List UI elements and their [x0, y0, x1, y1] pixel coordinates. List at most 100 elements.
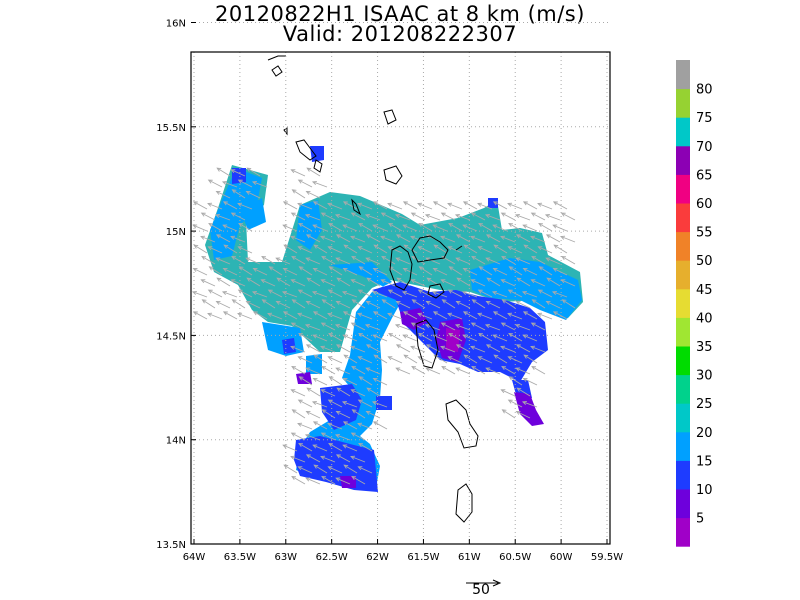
wind-vector: [222, 311, 238, 320]
longitude-tick-labels: 64W 63.5W 63W 62.5W 62W 61.5W 61W 60.5W 60W 59.5W: [183, 552, 624, 563]
wind-vector: [291, 255, 306, 265]
wind-vector: [357, 312, 373, 320]
wind-vector: [275, 257, 291, 265]
wind-vectors: [191, 167, 576, 485]
wind-vector: [523, 354, 538, 364]
wind-vector: [530, 345, 546, 353]
wind-vector: [335, 234, 351, 243]
wind-vector: [313, 464, 328, 474]
wind-vector: [245, 257, 261, 265]
colorbar-swatch: [676, 431, 690, 461]
wind-vector: [304, 324, 321, 331]
wind-vector: [291, 189, 306, 199]
wind-vector: [425, 301, 441, 309]
wind-vector: [463, 354, 478, 364]
wind-vector: [441, 299, 456, 309]
wind-vector: [485, 344, 501, 353]
wind-region-blue: [488, 198, 498, 208]
wind-vector: [507, 399, 523, 408]
wind-vector: [335, 367, 351, 375]
wind-vector: [440, 279, 456, 287]
wind-vector: [402, 224, 418, 232]
wind-vector: [201, 299, 216, 309]
wind-vector: [207, 179, 223, 188]
wind-vector: [432, 268, 448, 276]
wind-region-blue: [294, 436, 378, 492]
wind-vector: [486, 277, 501, 287]
colorbar-label: 60: [696, 197, 713, 212]
wind-vector: [290, 169, 306, 177]
wind-vector: [545, 234, 561, 243]
wind-vector: [215, 257, 231, 265]
wind-vector: [381, 299, 396, 309]
wind-vector: [373, 354, 388, 364]
wind-vector: [305, 411, 321, 419]
wind-vector: [291, 365, 306, 375]
wind-region-blue: [310, 146, 324, 162]
wind-vector: [372, 421, 388, 430]
wind-vector: [507, 202, 523, 210]
wind-vector: [357, 399, 373, 408]
wind-region-lightblue: [240, 198, 266, 230]
wind-vector: [357, 289, 373, 298]
wind-vector: [305, 367, 321, 375]
wind-vector: [447, 312, 463, 320]
wind-vector: [417, 246, 433, 254]
wind-vector: [552, 224, 568, 232]
wind-vector: [200, 279, 216, 287]
wind-vector: [522, 378, 538, 386]
wind-vector: [432, 201, 448, 210]
wind-vector: [492, 201, 508, 210]
island-outline: [271, 65, 283, 77]
wind-vector: [514, 214, 531, 221]
wind-vector: [291, 409, 306, 419]
wind-vector: [351, 409, 366, 419]
wind-vector: [560, 235, 576, 243]
wind-vector: [282, 311, 298, 320]
wind-vector: [471, 299, 486, 309]
wind-vector: [297, 422, 313, 430]
wind-vector: [305, 454, 321, 463]
wind-vector: [492, 268, 508, 276]
wind-vector: [351, 255, 366, 265]
wind-vector: [215, 301, 231, 309]
wind-vector: [537, 289, 553, 298]
wind-vector: [342, 224, 358, 232]
wind-vector: [387, 202, 403, 210]
wind-vector: [298, 222, 313, 232]
wind-vector: [304, 434, 321, 441]
wind-vector: [282, 201, 298, 210]
wind-vector: [544, 214, 561, 221]
wind-vector: [508, 222, 523, 232]
wind-vector: [387, 312, 403, 320]
wind-vector: [297, 246, 313, 254]
wind-vector: [523, 244, 538, 254]
reference-vector-label: 50: [472, 582, 490, 598]
wind-vector: [372, 268, 388, 276]
colorbar-swatch: [676, 374, 690, 404]
wind-vector: [320, 322, 336, 331]
wind-vector: [402, 268, 418, 276]
wind-vector: [358, 332, 373, 342]
wind-vector: [297, 179, 313, 188]
wind-vector: [313, 354, 328, 364]
wind-vector: [440, 235, 456, 243]
wind-vector: [327, 466, 343, 474]
wind-vector: [477, 356, 493, 364]
lat-tick-label: 16N: [166, 19, 186, 30]
wind-vector: [343, 354, 358, 364]
wind-vector: [463, 244, 478, 254]
wind-vector: [312, 224, 328, 232]
wind-vector: [484, 214, 501, 221]
wind-vector: [215, 191, 231, 199]
wind-vector: [470, 345, 486, 353]
wind-region-magenta: [446, 328, 460, 352]
wind-vector: [485, 234, 501, 243]
wind-vector: [387, 289, 403, 298]
wind-vector: [335, 344, 351, 353]
wind-vector: [334, 324, 351, 331]
wind-vector: [515, 301, 531, 309]
colorbar-swatch: [676, 260, 690, 290]
wind-vector: [411, 255, 426, 265]
